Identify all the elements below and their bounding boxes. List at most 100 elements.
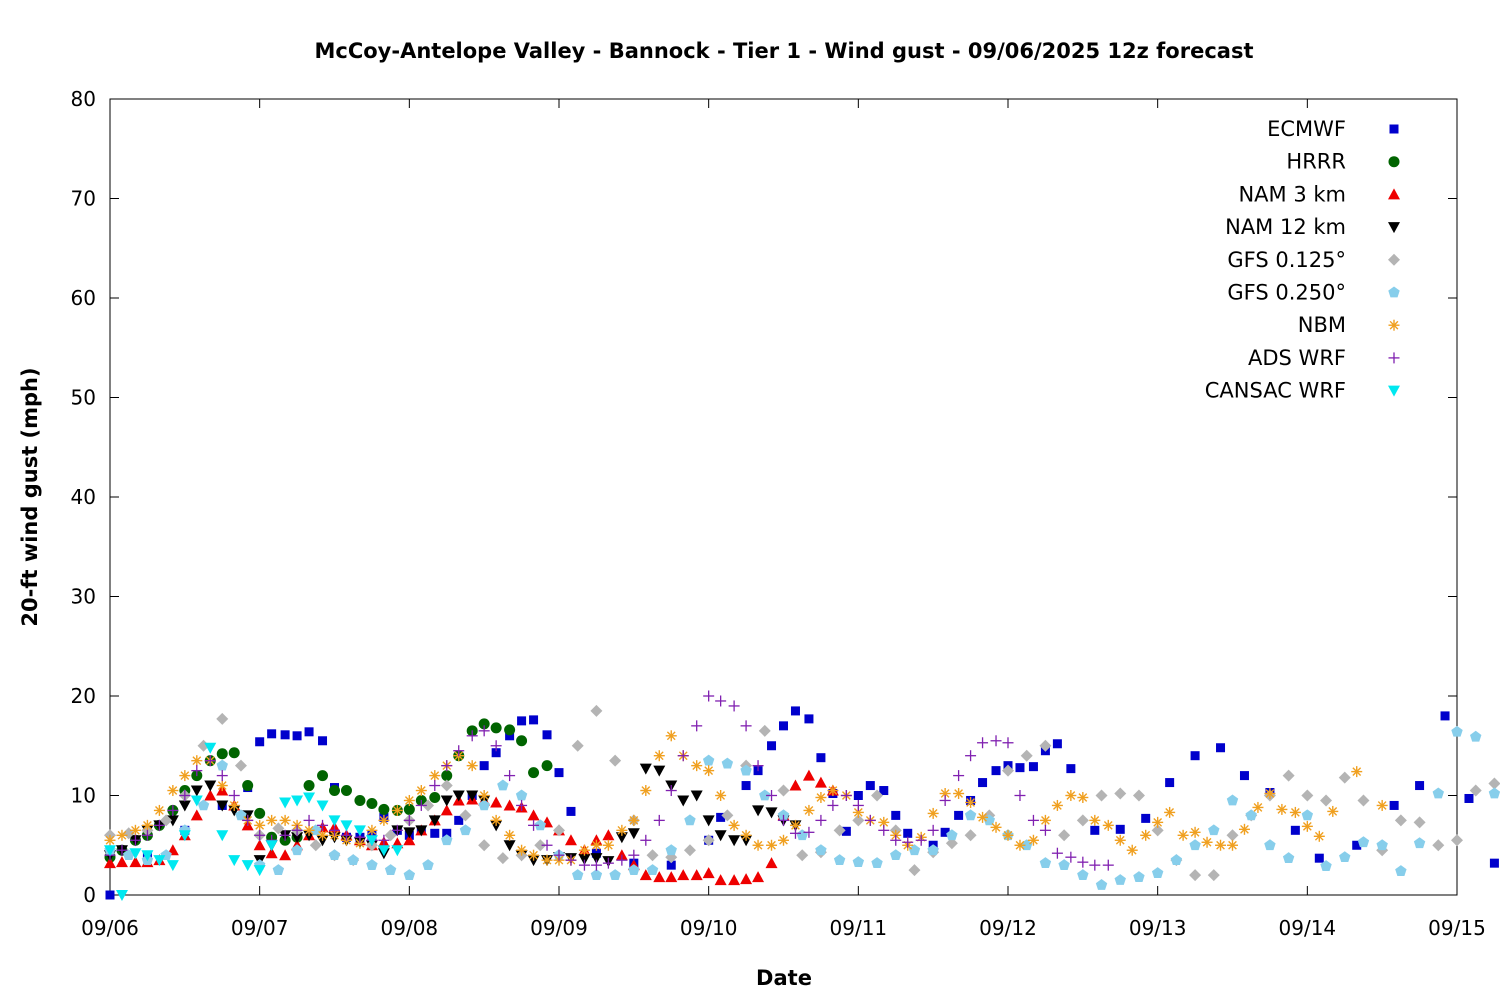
data-point bbox=[191, 765, 203, 777]
data-point bbox=[945, 837, 958, 850]
data-point bbox=[1076, 814, 1089, 827]
x-tick-label: 09/15 bbox=[1428, 916, 1486, 940]
data-point bbox=[1320, 860, 1332, 871]
data-point bbox=[1058, 829, 1071, 842]
data-point bbox=[964, 809, 977, 821]
data-point bbox=[1276, 803, 1288, 815]
data-point bbox=[1189, 839, 1201, 851]
legend-marker bbox=[1388, 352, 1400, 364]
data-point bbox=[204, 742, 217, 754]
data-point bbox=[279, 814, 291, 826]
data-point bbox=[517, 716, 527, 726]
data-point bbox=[740, 873, 753, 885]
data-point bbox=[815, 814, 827, 826]
data-point bbox=[765, 807, 778, 819]
data-point bbox=[478, 839, 491, 852]
data-point bbox=[178, 830, 191, 842]
data-point bbox=[303, 814, 315, 826]
data-point bbox=[1301, 789, 1314, 802]
data-point bbox=[741, 781, 751, 791]
data-point bbox=[1488, 787, 1500, 799]
data-point bbox=[1413, 816, 1426, 829]
legend-label: ECMWF bbox=[1267, 117, 1346, 141]
data-point bbox=[1239, 771, 1249, 781]
data-point bbox=[890, 834, 902, 846]
data-point bbox=[852, 814, 865, 827]
data-point bbox=[1014, 839, 1026, 851]
data-point bbox=[653, 750, 665, 762]
data-point bbox=[1357, 794, 1370, 807]
data-point bbox=[1102, 859, 1114, 871]
data-point bbox=[104, 834, 116, 846]
data-point bbox=[242, 780, 254, 792]
data-point bbox=[354, 837, 366, 849]
legend: ECMWF HRRR NAM 3 km NAM 12 km GFS 0.125° GFS … bbox=[1205, 117, 1400, 403]
data-point bbox=[504, 829, 516, 841]
data-point bbox=[129, 834, 141, 846]
data-point bbox=[1351, 766, 1363, 778]
data-point bbox=[403, 803, 415, 815]
data-point bbox=[1451, 725, 1463, 737]
data-point bbox=[516, 735, 528, 747]
data-point bbox=[1039, 824, 1051, 836]
data-point bbox=[702, 815, 715, 827]
data-point bbox=[1470, 730, 1482, 742]
data-point bbox=[628, 814, 640, 826]
data-point bbox=[504, 724, 516, 736]
data-point bbox=[815, 844, 827, 856]
data-point bbox=[490, 814, 502, 826]
data-point bbox=[478, 790, 490, 801]
data-point bbox=[1226, 794, 1239, 806]
data-point bbox=[1313, 830, 1325, 842]
data-point bbox=[716, 812, 726, 822]
series-gfs-0-250- bbox=[104, 725, 1500, 890]
data-point bbox=[615, 832, 628, 844]
data-point bbox=[354, 794, 366, 806]
data-point bbox=[1058, 859, 1070, 870]
data-point bbox=[778, 814, 789, 826]
data-point bbox=[1238, 823, 1250, 835]
data-point bbox=[440, 779, 453, 792]
data-point bbox=[991, 766, 1001, 776]
x-tick-label: 09/11 bbox=[830, 916, 888, 940]
data-point bbox=[216, 780, 228, 792]
data-point bbox=[1077, 869, 1089, 880]
data-point bbox=[190, 809, 203, 821]
data-point bbox=[752, 760, 764, 772]
data-point bbox=[384, 829, 397, 842]
data-point bbox=[1126, 844, 1138, 856]
data-point bbox=[459, 824, 472, 836]
data-point bbox=[478, 799, 490, 811]
data-point bbox=[890, 849, 902, 861]
data-point bbox=[1215, 839, 1227, 851]
data-point bbox=[789, 827, 801, 839]
data-point bbox=[1226, 829, 1239, 842]
data-point bbox=[422, 799, 435, 812]
data-point bbox=[1039, 739, 1052, 752]
data-point bbox=[646, 849, 659, 862]
data-point bbox=[1395, 865, 1407, 876]
data-point bbox=[153, 855, 166, 867]
data-point bbox=[602, 829, 615, 841]
data-point bbox=[965, 750, 977, 762]
data-point bbox=[279, 797, 292, 809]
data-point bbox=[505, 731, 515, 741]
legend-label: ADS WRF bbox=[1248, 346, 1346, 370]
data-point bbox=[235, 809, 247, 821]
legend-label: NAM 12 km bbox=[1225, 215, 1346, 239]
data-point bbox=[197, 799, 210, 811]
data-point bbox=[534, 839, 547, 852]
data-point bbox=[541, 839, 553, 851]
data-point bbox=[590, 869, 603, 880]
data-point bbox=[272, 822, 285, 835]
data-point bbox=[728, 819, 740, 831]
y-axis: 0 10 20 30 40 50 60 70 80 bbox=[71, 87, 1457, 907]
x-tick-label: 09/09 bbox=[530, 916, 588, 940]
data-point bbox=[640, 834, 652, 846]
data-point bbox=[1190, 751, 1200, 761]
data-point bbox=[628, 864, 640, 875]
data-point bbox=[796, 849, 809, 862]
data-point bbox=[1489, 858, 1499, 868]
data-point bbox=[1002, 737, 1014, 749]
